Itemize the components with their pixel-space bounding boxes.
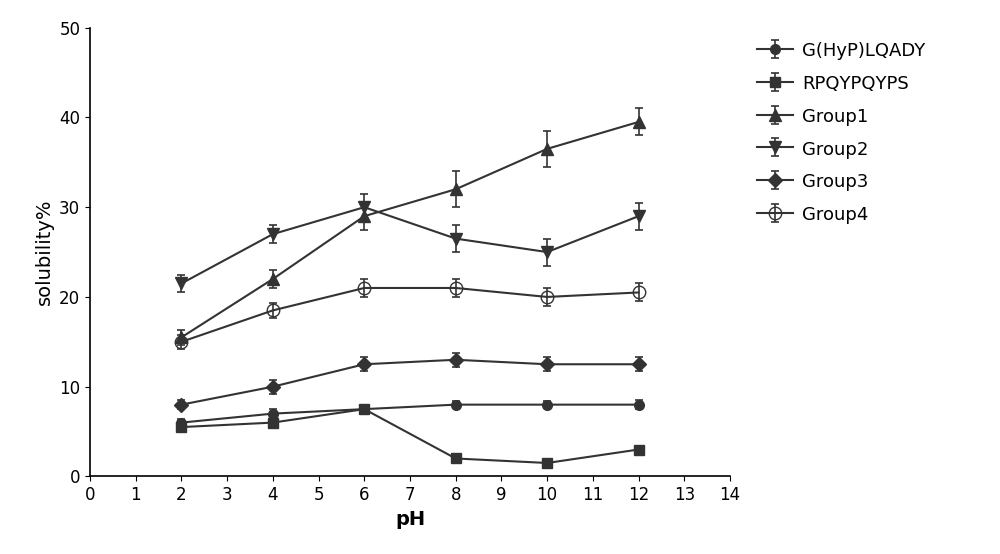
X-axis label: pH: pH [395, 510, 425, 529]
Y-axis label: solubility%: solubility% [35, 199, 54, 305]
Legend: G(HyP)LQADY, RPQYPQYPS, Group1, Group2, Group3, Group4: G(HyP)LQADY, RPQYPQYPS, Group1, Group2, … [752, 37, 931, 229]
